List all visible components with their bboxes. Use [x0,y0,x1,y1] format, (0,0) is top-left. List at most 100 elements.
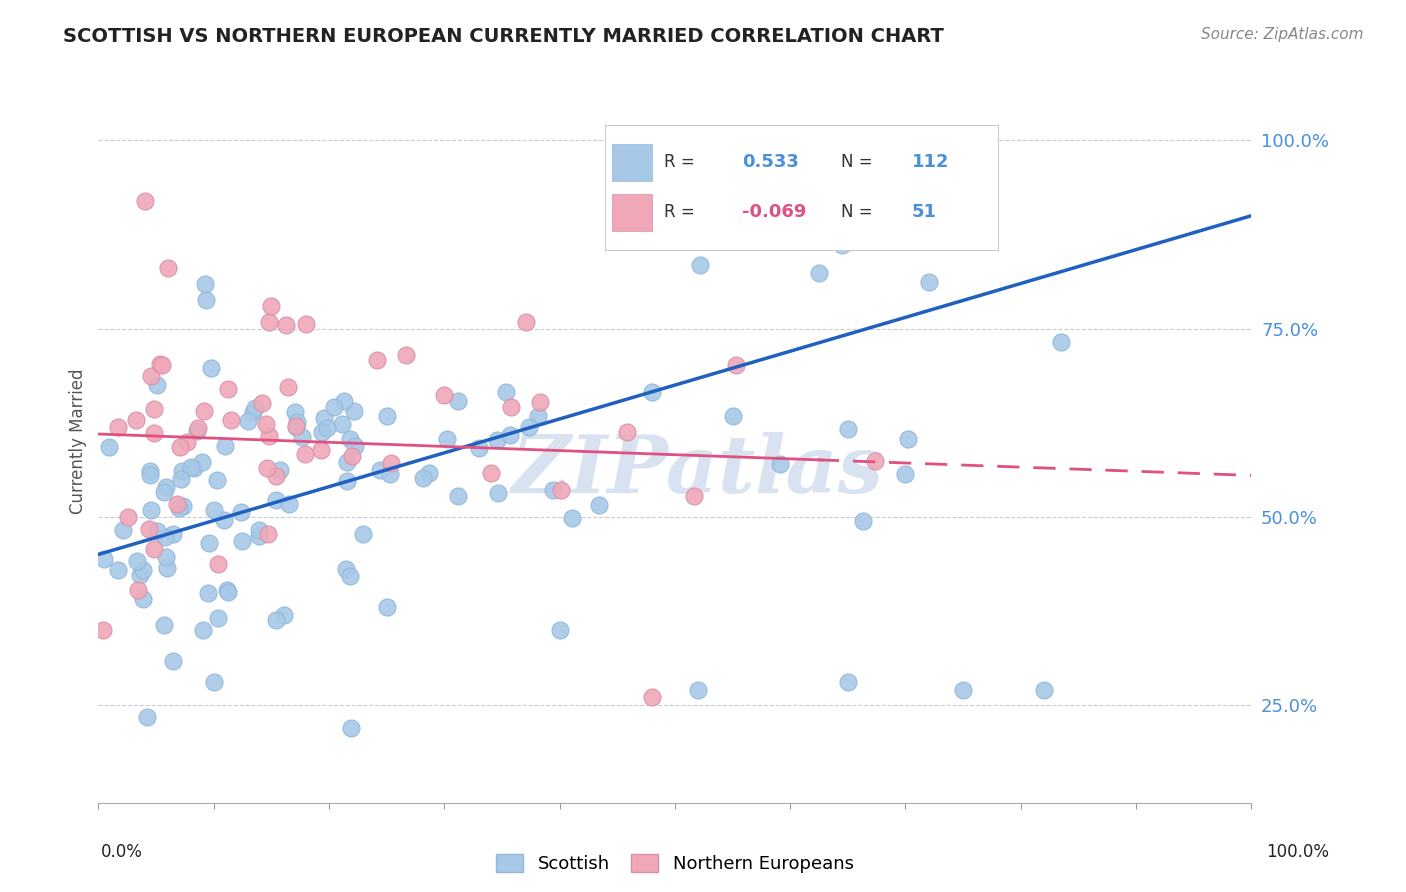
Point [330,417,353,432]
Point [132,563,155,577]
Point [229,505,252,519]
Text: R =: R = [664,153,695,171]
Point [153,618,176,632]
Point [412,471,434,485]
Point [257,428,280,442]
Point [138,464,160,478]
FancyBboxPatch shape [613,194,652,231]
Legend: Scottish, Northern Europeans: Scottish, Northern Europeans [496,854,853,873]
Point [162,654,184,668]
Point [274,318,297,332]
Point [499,427,522,442]
Point [561,511,583,525]
Point [779,233,801,247]
Point [686,682,709,697]
Point [217,582,239,597]
Point [187,421,209,435]
Point [153,484,176,499]
Point [295,317,318,331]
Point [447,394,470,409]
Point [418,466,440,480]
Point [689,258,711,272]
Point [501,401,523,415]
Point [97,440,120,454]
Point [395,348,418,362]
Point [479,466,502,480]
Point [134,194,156,208]
Point [231,534,253,549]
Point [198,536,221,550]
Point [200,360,222,375]
Point [205,473,228,487]
Point [294,447,316,461]
Point [243,401,266,415]
Point [375,600,398,615]
Point [769,457,792,471]
Point [548,623,571,637]
Point [897,432,920,446]
Point [952,682,974,697]
Text: Source: ZipAtlas.com: Source: ZipAtlas.com [1201,27,1364,42]
Point [527,409,550,423]
Text: SCOTTISH VS NORTHERN EUROPEAN CURRENTLY MARRIED CORRELATION CHART: SCOTTISH VS NORTHERN EUROPEAN CURRENTLY … [63,27,945,45]
Text: 0.0%: 0.0% [101,843,143,861]
Point [550,483,572,497]
Point [139,369,162,384]
Point [342,404,364,418]
Point [333,394,356,409]
Point [107,419,129,434]
Text: ZIPatlas: ZIPatlas [512,432,884,509]
Point [515,315,537,329]
Point [111,523,134,537]
Point [170,464,193,478]
Point [162,527,184,541]
Point [1050,335,1073,350]
Text: R =: R = [664,203,695,221]
Point [273,608,295,623]
Point [155,550,177,565]
Point [339,721,361,735]
Point [194,293,217,308]
Point [217,383,239,397]
Point [517,420,540,434]
Point [335,562,357,576]
Point [344,439,367,453]
Point [191,623,214,637]
Point [193,404,215,418]
Point [446,489,468,503]
Point [366,353,388,368]
Point [219,413,242,427]
Point [257,315,280,329]
Point [721,409,744,423]
Point [285,420,308,434]
Point [352,526,374,541]
Point [375,409,398,424]
Point [107,563,129,577]
Point [284,405,307,419]
Point [837,675,859,690]
Point [339,568,361,582]
Point [588,498,610,512]
Point [207,610,229,624]
Point [247,523,270,537]
Text: N =: N = [841,203,872,221]
Point [236,414,259,428]
Point [260,299,283,313]
Point [495,384,517,399]
Point [486,486,509,500]
Point [1032,682,1054,697]
Point [285,415,308,429]
Point [917,275,939,289]
Point [368,463,391,477]
Point [91,623,114,637]
Point [170,471,193,485]
Point [146,377,169,392]
Point [180,459,202,474]
Text: 100.0%: 100.0% [1265,843,1329,861]
Point [837,422,859,436]
Point [212,513,235,527]
Point [166,497,188,511]
Point [156,561,179,575]
Point [380,456,402,470]
Point [436,432,458,446]
